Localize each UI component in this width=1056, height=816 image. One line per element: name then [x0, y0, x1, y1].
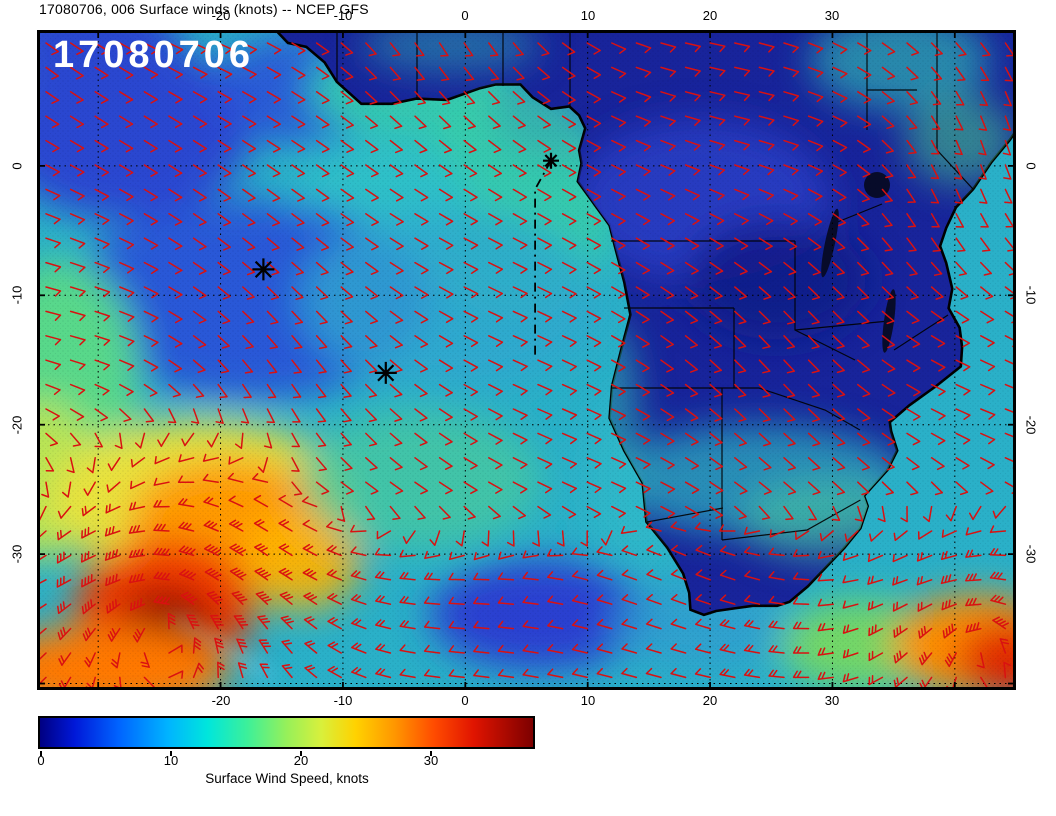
left-axis-tick: -10 [9, 285, 25, 305]
left-axis-tick: -30 [9, 544, 25, 564]
colorbar-tick-label: 30 [423, 753, 439, 768]
bottom-axis-tick: -10 [333, 693, 353, 708]
top-axis-tick: 30 [824, 8, 840, 23]
axis-tick-marks [37, 30, 1016, 690]
colorbar-tick-label: 10 [163, 753, 179, 768]
top-axis-tick: 0 [461, 8, 469, 23]
top-axis-tick: 10 [580, 8, 596, 23]
right-axis-tick: -30 [1023, 544, 1039, 564]
map-plot [37, 30, 1016, 690]
colorbar-tick-mark [430, 751, 432, 756]
colorbar-axis-label: Surface Wind Speed, knots [205, 771, 369, 786]
bottom-axis-tick: 20 [702, 693, 718, 708]
station-markers [252, 152, 559, 384]
right-axis-tick: 0 [1023, 162, 1039, 170]
wind-barbs [37, 42, 1016, 690]
map-timestamp-label: 17080706 [53, 34, 255, 76]
top-axis-tick: -20 [211, 8, 231, 23]
colorbar [38, 716, 535, 749]
colorbar-gradient [40, 718, 533, 747]
right-axis-tick: -10 [1023, 285, 1039, 305]
figure-title: 17080706, 006 Surface winds (knots) -- N… [39, 1, 369, 17]
bottom-axis-tick: -20 [211, 693, 231, 708]
bottom-axis-tick: 0 [461, 693, 469, 708]
bottom-axis-tick: 30 [824, 693, 840, 708]
colorbar-tick-mark [300, 751, 302, 756]
top-axis-tick: 20 [702, 8, 718, 23]
top-axis-tick: -10 [333, 8, 353, 23]
plot-frame [37, 30, 1016, 690]
colorbar-tick-label: 20 [293, 753, 309, 768]
stipple-texture [37, 30, 1016, 690]
bottom-axis-tick: 10 [580, 693, 596, 708]
right-axis-tick: -20 [1023, 415, 1039, 435]
left-axis-tick: -20 [9, 415, 25, 435]
colorbar-tick-mark [170, 751, 172, 756]
colorbar-tick-mark [40, 751, 42, 756]
colorbar-tick-label: 0 [37, 753, 45, 768]
left-axis-tick: 0 [9, 162, 25, 170]
